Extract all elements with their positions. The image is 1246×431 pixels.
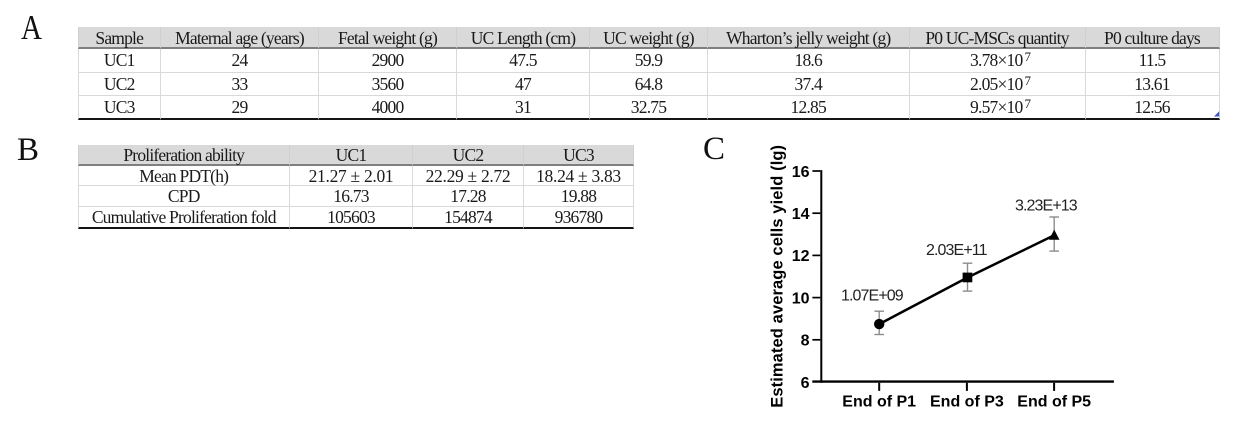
svg-text:16: 16 bbox=[792, 164, 810, 181]
svg-text:End of P5: End of P5 bbox=[1017, 394, 1091, 411]
svg-text:Estimated average cells yield: Estimated average cells yield (lg) bbox=[769, 145, 787, 408]
svg-text:12: 12 bbox=[792, 248, 810, 265]
svg-text:8: 8 bbox=[801, 333, 810, 350]
svg-text:2.03E+11: 2.03E+11 bbox=[926, 242, 988, 259]
svg-text:14: 14 bbox=[792, 206, 810, 223]
svg-text:10: 10 bbox=[792, 290, 810, 307]
svg-text:End of P1: End of P1 bbox=[842, 394, 916, 411]
svg-text:3.23E+13: 3.23E+13 bbox=[1015, 198, 1078, 215]
svg-text:End of P3: End of P3 bbox=[930, 394, 1004, 411]
svg-text:1.07E+09: 1.07E+09 bbox=[841, 288, 904, 305]
svg-text:6: 6 bbox=[801, 375, 810, 392]
